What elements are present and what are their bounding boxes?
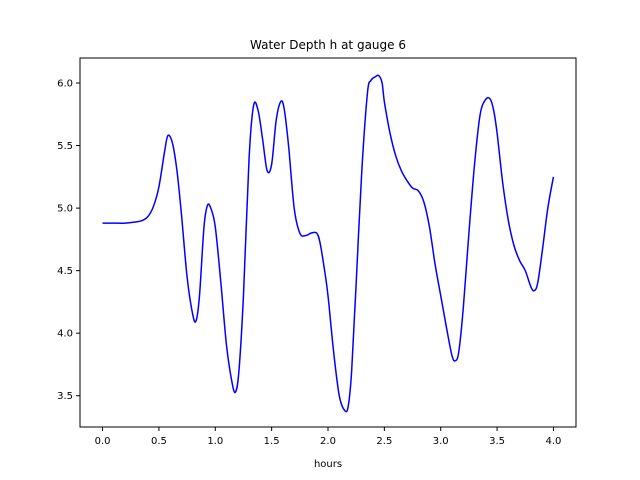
series-line-group bbox=[102, 74, 555, 413]
y-tick-label: 5.5 bbox=[57, 141, 73, 152]
y-tick-label: 4.0 bbox=[57, 329, 73, 340]
x-tick-label: 2.5 bbox=[376, 436, 392, 447]
x-tick-label: 0.5 bbox=[151, 436, 167, 447]
y-axis: 3.5 4.0 4.5 5.0 5.5 6.0 bbox=[57, 79, 80, 402]
y-tick-label: 3.5 bbox=[57, 391, 73, 402]
x-axis-label: hours bbox=[314, 459, 342, 470]
series-line bbox=[102, 74, 555, 413]
y-tick-label: 6.0 bbox=[57, 79, 73, 90]
x-tick-label: 4.0 bbox=[546, 436, 562, 447]
y-tick-label: 5.0 bbox=[57, 204, 73, 215]
x-tick-label: 3.0 bbox=[433, 436, 449, 447]
chart-title: Water Depth h at gauge 6 bbox=[250, 38, 406, 52]
x-tick-label: 0.0 bbox=[95, 436, 111, 447]
axes-frame bbox=[79, 57, 577, 428]
y-tick-label: 4.5 bbox=[57, 266, 73, 277]
x-axis: 0.0 0.5 1.0 1.5 2.0 2.5 3.0 3.5 4.0 bbox=[95, 427, 562, 447]
x-tick-label: 2.0 bbox=[320, 436, 336, 447]
x-tick-label: 1.0 bbox=[207, 436, 223, 447]
x-tick-label: 1.5 bbox=[264, 436, 280, 447]
x-tick-label: 3.5 bbox=[489, 436, 505, 447]
